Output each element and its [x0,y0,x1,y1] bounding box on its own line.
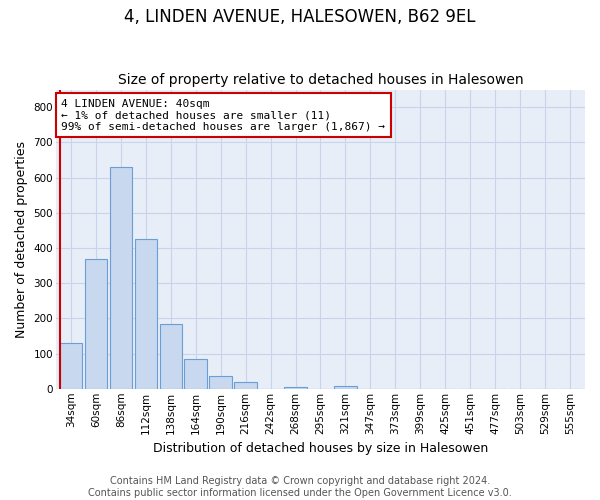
Text: Contains HM Land Registry data © Crown copyright and database right 2024.
Contai: Contains HM Land Registry data © Crown c… [88,476,512,498]
Text: 4, LINDEN AVENUE, HALESOWEN, B62 9EL: 4, LINDEN AVENUE, HALESOWEN, B62 9EL [124,8,476,26]
Bar [235,382,257,389]
Text: 4 LINDEN AVENUE: 40sqm
← 1% of detached houses are smaller (11)
99% of semi-deta: 4 LINDEN AVENUE: 40sqm ← 1% of detached … [61,98,385,132]
X-axis label: Distribution of detached houses by size in Halesowen: Distribution of detached houses by size … [153,442,488,455]
Bar [60,343,82,389]
Title: Size of property relative to detached houses in Halesowen: Size of property relative to detached ho… [118,73,523,87]
Bar [334,386,356,389]
Bar [184,359,207,389]
Bar [85,258,107,389]
Y-axis label: Number of detached properties: Number of detached properties [15,140,28,338]
Bar [284,387,307,389]
Bar [134,239,157,389]
Bar [160,324,182,389]
Bar [209,376,232,389]
Bar [110,167,132,389]
